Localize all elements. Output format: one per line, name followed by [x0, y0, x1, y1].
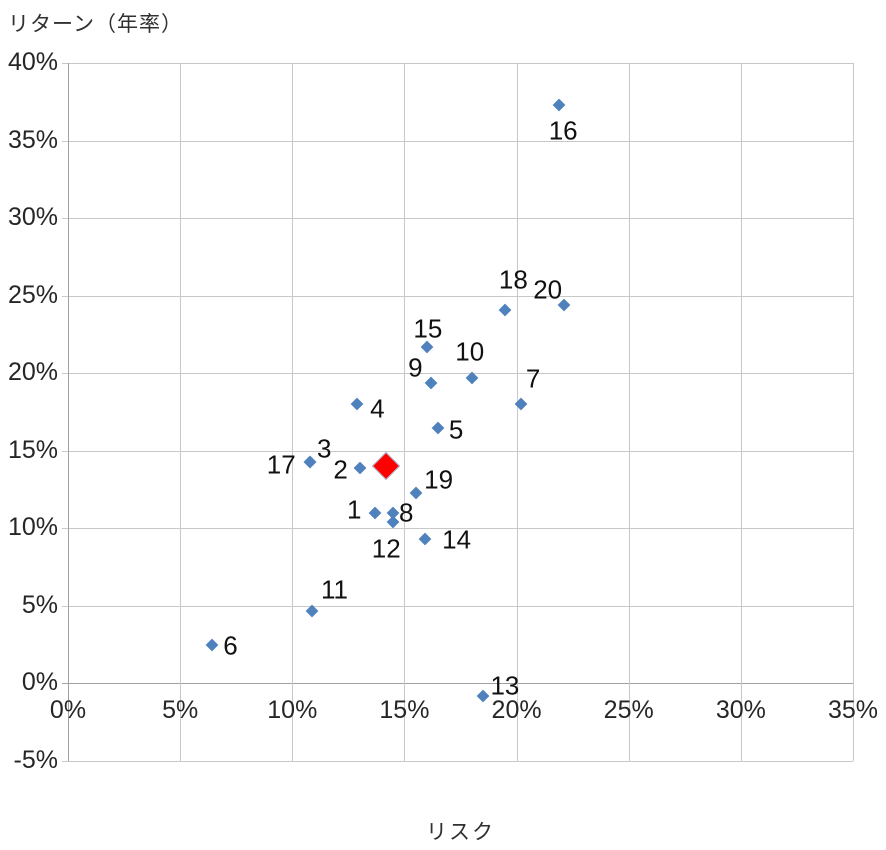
point-label-15: 15 [413, 313, 443, 344]
x-tick-label: 30% [715, 696, 766, 725]
y-tick-label: -5% [13, 746, 58, 774]
data-point-12 [386, 515, 400, 529]
data-point-4 [350, 397, 364, 411]
point-label-8: 8 [398, 497, 414, 528]
data-point-6 [205, 638, 218, 652]
x-tick-label: 20% [491, 696, 542, 725]
v-gridline [292, 63, 294, 761]
h-gridline [62, 63, 853, 64]
data-point-1 [368, 506, 382, 520]
x-tick-label: 25% [603, 696, 654, 725]
y-tick-label: 20% [7, 358, 58, 387]
point-label-13: 13 [490, 670, 520, 701]
point-label-16: 16 [548, 115, 578, 146]
point-label-19: 19 [424, 464, 454, 495]
data-point-13 [476, 689, 490, 703]
h-gridline [62, 373, 853, 375]
y-tick-label: 30% [7, 203, 58, 232]
point-label-10: 10 [455, 336, 485, 367]
point-label-12: 12 [371, 533, 401, 564]
point-label-18: 18 [498, 264, 528, 295]
v-gridline [180, 63, 182, 761]
point-label-17: 17 [266, 449, 296, 480]
h-gridline [62, 295, 853, 297]
data-point-16 [552, 98, 566, 112]
y-tick-label: 5% [21, 590, 58, 619]
v-gridline [404, 63, 406, 761]
y-tick-label: 0% [21, 668, 58, 697]
point-label-3: 3 [316, 433, 332, 464]
y-axis-line [68, 63, 69, 761]
y-tick-label: 10% [7, 513, 58, 542]
v-gridline [516, 63, 518, 761]
h-gridline [62, 140, 853, 142]
point-label-4: 4 [370, 393, 385, 424]
point-label-5: 5 [448, 414, 464, 444]
h-gridline [62, 605, 853, 607]
v-gridline [853, 63, 854, 761]
x-tick-label: 0% [49, 696, 87, 725]
y-axis-title: リターン（年率） [8, 13, 183, 36]
h-gridline [62, 528, 853, 530]
data-point-9 [424, 376, 438, 389]
point-label-7: 7 [525, 363, 541, 394]
point-label-2: 2 [333, 454, 348, 485]
x-axis-title: リスク [426, 821, 495, 844]
x-tick-label: 10% [267, 696, 318, 725]
x-tick-label: 5% [162, 696, 199, 725]
y-tick-label: 15% [7, 435, 58, 464]
plot-area: 0% 5% 10% 15% 20% 25% 30% 35% 1 2 3 4 5 6 7 8 9 10 11 12 13 1… [50, 63, 878, 762]
point-label-6: 6 [223, 630, 238, 661]
point-label-9: 9 [408, 352, 423, 383]
data-point-2 [353, 461, 366, 475]
v-gridline [740, 63, 742, 761]
h-gridline [62, 450, 853, 452]
h-gridline [62, 218, 853, 220]
x-tick-label: 15% [379, 696, 430, 725]
point-label-11: 11 [320, 574, 348, 605]
highlight-point [372, 452, 401, 481]
y-tick-label: 25% [7, 280, 58, 309]
data-point-17 [303, 455, 317, 468]
point-label-20: 20 [533, 274, 563, 305]
v-gridline [628, 63, 630, 761]
data-point-18 [498, 303, 512, 316]
point-label-14: 14 [442, 524, 472, 555]
data-point-14 [418, 532, 431, 546]
x-axis-line [62, 683, 853, 685]
y-tick-label: 40% [7, 48, 58, 76]
h-gridline [62, 761, 853, 762]
x-tick-label: 35% [827, 696, 879, 725]
y-tick-label: 35% [7, 125, 58, 154]
point-label-1: 1 [347, 494, 362, 525]
data-point-5 [431, 421, 445, 434]
